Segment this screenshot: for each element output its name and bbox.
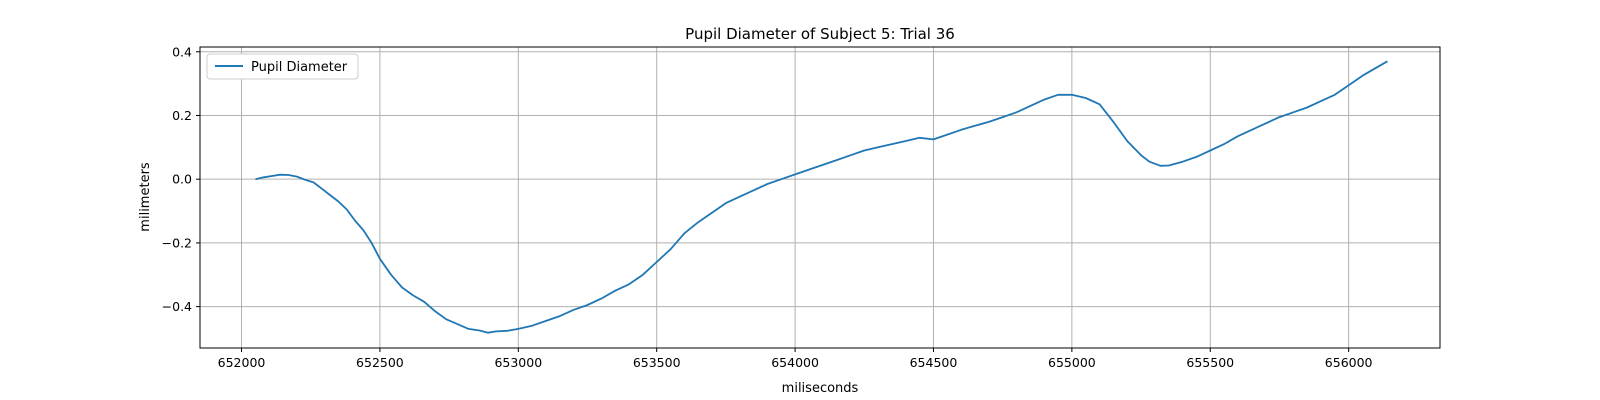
x-tick-label: 654500 — [910, 355, 958, 370]
x-tick-label: 656000 — [1325, 355, 1373, 370]
series-layer — [255, 60, 1388, 334]
legend-label-pupil-diameter: Pupil Diameter — [251, 60, 348, 75]
x-tick-label: 654000 — [771, 355, 819, 370]
x-tick-label: 653000 — [494, 355, 542, 370]
y-tick-label: −0.4 — [162, 299, 192, 314]
grid — [200, 47, 1440, 348]
x-tick-label: 655500 — [1186, 355, 1234, 370]
chart-title: Pupil Diameter of Subject 5: Trial 36 — [685, 25, 955, 43]
plot-frame — [199, 46, 1441, 349]
y-tick-label: 0.2 — [172, 108, 192, 123]
x-axis-label: miliseconds — [782, 381, 859, 396]
y-tick-label: 0.4 — [172, 44, 192, 59]
y-tick-label: 0.0 — [172, 172, 192, 187]
x-tick-label: 652000 — [218, 355, 266, 370]
legend-box — [206, 53, 359, 80]
y-axis-label: milimeters — [138, 162, 153, 232]
x-tick-label: 655000 — [1048, 355, 1096, 370]
y-tick-label: −0.2 — [162, 235, 192, 250]
legend: Pupil Diameter — [206, 53, 359, 80]
x-tick-label: 652500 — [356, 355, 404, 370]
series-line-pupil-diameter — [255, 60, 1388, 334]
x-tick-label: 653500 — [633, 355, 681, 370]
ticks: 652000 652500 653000 653500 654000 654500 6550… — [162, 44, 1373, 370]
